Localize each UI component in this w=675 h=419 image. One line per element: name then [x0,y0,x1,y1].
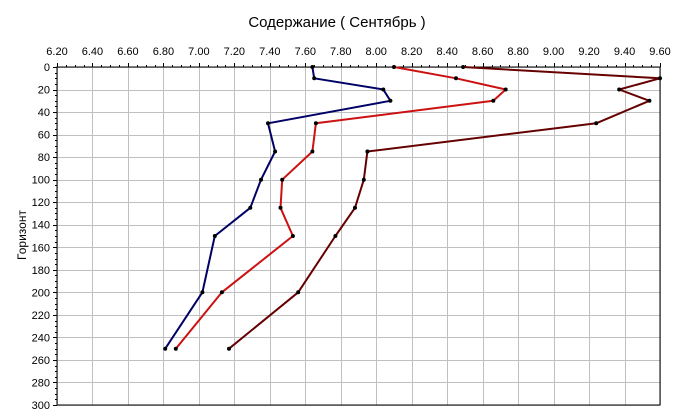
y-tick-label: 260 [32,355,50,367]
x-tick-label: 7.60 [295,46,316,58]
x-tick-label: 6.40 [82,46,103,58]
series-1-point [312,76,317,81]
x-tick-label: 6.20 [46,46,67,58]
series-2-point [290,234,295,238]
y-tick-label: 80 [38,152,50,164]
series-3-point [296,290,301,295]
x-tick-label: 9.20 [578,46,599,58]
series-3-point [353,205,357,210]
series-3-line [228,66,661,350]
x-tick-label: 8.20 [401,46,422,58]
series-1-point [273,149,278,154]
y-tick-label: 60 [38,130,50,142]
x-tick-label: 9.60 [649,46,670,58]
y-axis-title: Горизонт [15,210,29,260]
y-tick-label: 20 [38,85,50,97]
series-1-point [310,65,315,69]
x-axis-tick-labels: 6.20 6.40 6.60 6.80 7.00 7.20 7.40 7.60 7.80 8.00… [46,46,670,58]
y-tick-label: 40 [38,107,50,119]
x-tick-label: 7.00 [188,46,209,58]
series-group [163,65,662,351]
y-tick-label: 300 [32,400,50,412]
series-2-point [278,205,283,210]
series-1-point [200,290,205,295]
series-2-point [392,65,396,69]
y-tick-label: 140 [32,220,50,232]
series-2-point [454,76,458,81]
x-tick-label: 8.00 [366,46,387,58]
y-tick-label: 100 [32,175,50,187]
x-tick-label: 7.20 [224,46,245,58]
series-1-point [212,234,217,238]
axis-ticks [53,63,661,406]
y-tick-label: 120 [32,197,50,209]
x-tick-label: 7.80 [330,46,351,58]
y-tick-label: 220 [32,310,50,322]
series-3-point [361,177,366,182]
grid [57,67,661,406]
series-1-point [163,346,168,351]
y-tick-label: 200 [32,287,50,299]
series-1-point [381,87,386,92]
x-tick-label: 9.40 [614,46,635,58]
chart-title: Содержание ( Сентябрь ) [248,14,425,31]
y-tick-label: 240 [32,332,50,344]
plot-frame [56,66,661,406]
series-2-point [310,149,315,154]
series-2-point [503,87,508,92]
x-tick-label: 8.40 [436,46,457,58]
x-tick-label: 8.80 [507,46,528,58]
series-1-point [248,205,253,210]
series-3-point [617,87,622,92]
y-tick-label: 160 [32,242,50,254]
series-3-point [658,76,662,81]
series-2-point [219,290,224,295]
series-3-point [647,98,652,103]
y-axis-tick-labels: 0 20 40 60 80 100 120 140 160 180 200 220 240 260 280 3… [32,62,50,412]
x-tick-label: 7.40 [259,46,280,58]
x-tick-label: 6.60 [117,46,138,58]
x-tick-label: 8.60 [472,46,493,58]
y-tick-label: 280 [32,377,50,389]
x-tick-label: 9.00 [543,46,564,58]
series-1-point [259,177,263,182]
series-3-point [594,121,599,126]
series-2-point [280,177,285,182]
series-2-point [313,121,318,126]
y-tick-label: 0 [44,62,50,74]
y-tick-label: 180 [32,265,50,277]
series-3-point [365,149,370,154]
x-tick-label: 6.80 [153,46,174,58]
series-2-point [491,98,496,103]
series-3-point [461,65,466,69]
series-1-point [388,98,393,103]
series-3-point [333,234,338,238]
series-2-point [173,346,178,351]
series-1-point [266,121,270,126]
series-3-point [227,346,231,351]
